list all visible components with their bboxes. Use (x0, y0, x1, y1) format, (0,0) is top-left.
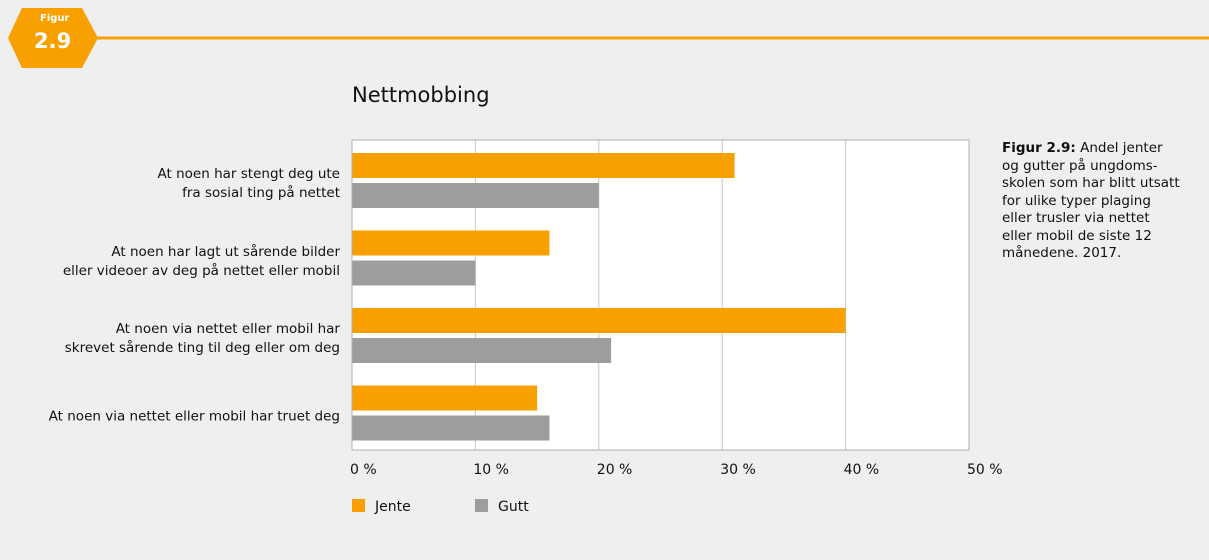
bar (352, 230, 550, 256)
plot-border (351, 139, 970, 451)
badge-number: 2.9 (34, 29, 71, 53)
note-text: Andel jenter og gutter på ungdoms- skole… (1002, 140, 1180, 261)
legend-label: Jente (374, 499, 411, 515)
badge (8, 8, 98, 68)
x-tick-label: 30 % (720, 462, 756, 478)
x-tick-label: 40 % (844, 462, 880, 478)
chart-title: Nettmobbing (352, 83, 490, 107)
category-label: At noen har stengt deg ute fra sosial ti… (157, 166, 340, 201)
legend-swatch (475, 499, 488, 512)
bar (352, 338, 612, 363)
category-label: At noen har lagt ut sårende bilder eller… (62, 243, 340, 279)
bar (352, 415, 550, 441)
bar (352, 260, 476, 286)
bar (352, 183, 599, 208)
category-label: At noen via nettet eller mobil har truet… (48, 408, 340, 424)
legend-swatch (352, 499, 365, 512)
bar (352, 308, 846, 333)
bar (352, 153, 735, 178)
note-label: Figur 2.9: (1002, 140, 1076, 156)
bar (352, 385, 538, 411)
note: Figur 2.9: Andel jenter og gutter på ung… (1002, 140, 1180, 263)
legend-label: Gutt (498, 499, 529, 515)
x-tick-label: 20 % (597, 462, 633, 478)
x-tick-label: 10 % (473, 462, 509, 478)
x-tick-label: 50 % (967, 462, 1003, 478)
badge-label: Figur (40, 13, 70, 24)
x-tick-label: 0 % (350, 462, 377, 478)
category-label: At noen via nettet eller mobil har skrev… (64, 321, 340, 356)
